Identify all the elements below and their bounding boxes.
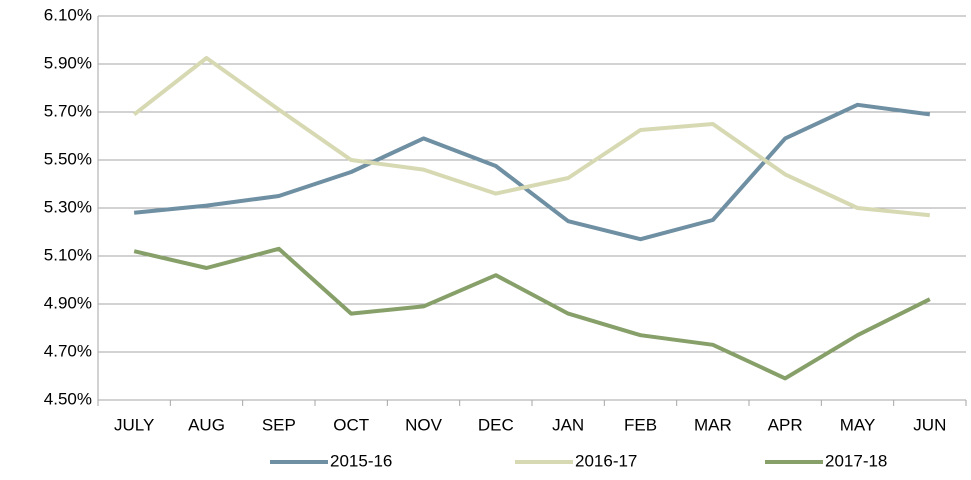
x-tick-label: AUG (188, 415, 225, 434)
y-tick-label: 5.10% (44, 245, 92, 264)
series-line (133, 102, 931, 242)
x-tick-label: APR (768, 415, 803, 434)
y-tick-label: 4.90% (44, 293, 92, 312)
y-tick-label: 5.50% (44, 149, 92, 168)
x-tick-label: JAN (552, 415, 584, 434)
series-line (132, 56, 931, 218)
x-tick-label: NOV (405, 415, 443, 434)
x-tick-label: DEC (478, 415, 514, 434)
legend-label: 2017-18 (825, 451, 887, 470)
y-tick-label: 5.90% (44, 53, 92, 72)
x-tick-label: OCT (333, 415, 369, 434)
y-tick-label: 5.70% (44, 101, 92, 120)
x-tick-label: SEP (262, 415, 296, 434)
y-tick-label: 4.70% (44, 341, 92, 360)
x-tick-label: JULY (114, 415, 154, 434)
y-tick-label: 4.50% (44, 389, 92, 408)
legend-label: 2015-16 (330, 451, 392, 470)
y-tick-label: 5.30% (44, 197, 92, 216)
x-tick-label: JUN (913, 415, 946, 434)
series-line (133, 246, 931, 381)
x-tick-label: MAY (840, 415, 876, 434)
x-tick-label: FEB (624, 415, 657, 434)
y-tick-label: 6.10% (44, 5, 92, 24)
x-tick-label: MAR (694, 415, 732, 434)
legend-label: 2016-17 (575, 451, 637, 470)
